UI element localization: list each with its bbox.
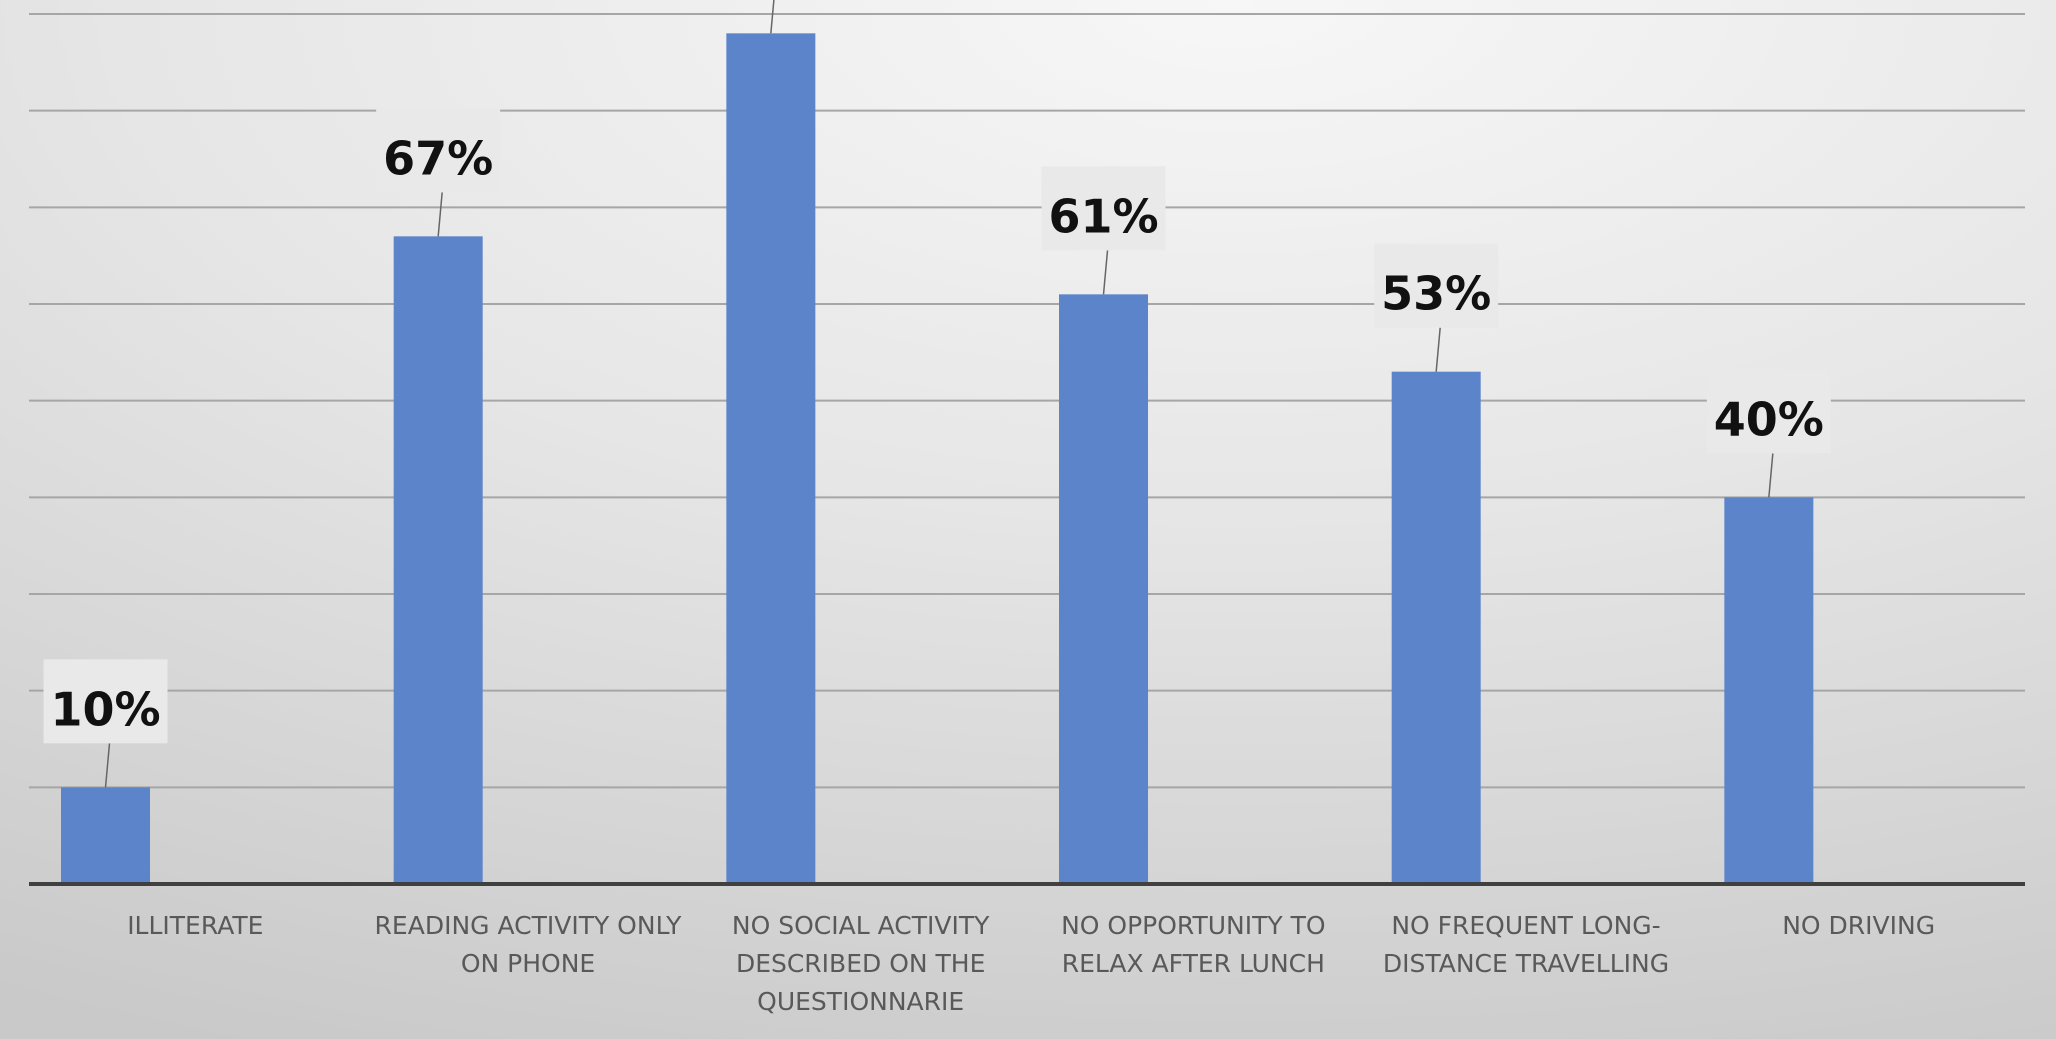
category-label: QUESTIONNARIE bbox=[757, 987, 964, 1016]
category-label: DISTANCE TRAVELLING bbox=[1383, 949, 1669, 978]
data-label-box bbox=[1041, 166, 1166, 251]
leader-line bbox=[104, 743, 111, 788]
leader-line bbox=[770, 0, 775, 34]
leader-line bbox=[437, 192, 443, 237]
category-label: NO FREQUENT LONG- bbox=[1391, 911, 1660, 940]
bars bbox=[61, 33, 1814, 885]
bar bbox=[1724, 497, 1814, 884]
data-labels: 10%67%88%61%53%40% bbox=[43, 0, 1831, 788]
bar bbox=[393, 236, 483, 885]
data-label: 40% bbox=[1714, 392, 1824, 446]
bar bbox=[1391, 371, 1481, 885]
data-label-box bbox=[1706, 369, 1831, 454]
leader-line bbox=[1102, 250, 1109, 295]
category-labels: ILLITERATE READING ACTIVITY ONLY ON PHONE N… bbox=[127, 911, 1935, 1016]
category-label: DESCRIBED ON THE bbox=[736, 949, 985, 978]
data-label: 61% bbox=[1048, 189, 1158, 243]
bar bbox=[726, 33, 816, 885]
category-label: ON PHONE bbox=[461, 949, 595, 978]
category-label: RELAX AFTER LUNCH bbox=[1062, 949, 1325, 978]
data-label: 10% bbox=[50, 682, 160, 736]
leader-line bbox=[1768, 453, 1774, 498]
category-label: NO SOCIAL ACTIVITY bbox=[732, 911, 990, 940]
data-label-box bbox=[376, 108, 501, 193]
data-label: 67% bbox=[383, 131, 493, 185]
category-label: NO DRIVING bbox=[1782, 911, 1935, 940]
data-label-box bbox=[43, 659, 168, 744]
category-label: NO OPPORTUNITY TO bbox=[1061, 911, 1325, 940]
bar bbox=[1059, 294, 1149, 884]
data-label-box bbox=[1374, 243, 1499, 328]
category-label: ILLITERATE bbox=[127, 911, 263, 940]
data-label: 53% bbox=[1381, 267, 1491, 321]
gridlines bbox=[29, 13, 2025, 789]
leader-line bbox=[1435, 327, 1441, 372]
bar bbox=[61, 787, 151, 884]
category-label: READING ACTIVITY ONLY bbox=[375, 911, 683, 940]
